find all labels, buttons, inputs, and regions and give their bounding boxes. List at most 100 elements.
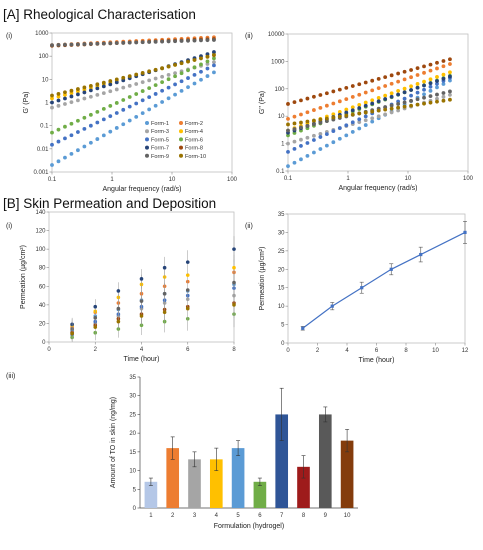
data-point xyxy=(50,142,54,147)
data-point xyxy=(318,135,323,139)
series-form-9 xyxy=(286,89,452,133)
data-point xyxy=(419,252,423,257)
data-point xyxy=(205,62,210,66)
data-point xyxy=(389,94,394,99)
data-point xyxy=(350,108,355,113)
data-point xyxy=(370,116,375,121)
data-point xyxy=(344,107,349,112)
data-point xyxy=(114,101,119,105)
data-point xyxy=(286,133,290,138)
data-point xyxy=(299,120,303,125)
x-tick-label: 8 xyxy=(232,347,236,353)
data-point xyxy=(160,39,165,44)
data-point xyxy=(199,38,203,43)
y-tick-label: 5 xyxy=(133,487,137,493)
x-tick-label: 6 xyxy=(258,513,262,519)
y-tick-label: 100 xyxy=(38,54,49,60)
data-point xyxy=(70,331,74,336)
data-point xyxy=(82,126,87,131)
data-point xyxy=(415,97,420,102)
data-point xyxy=(134,40,139,45)
bar-4 xyxy=(209,459,223,508)
chart-a-ii: 0.1 1 10 100 0.1 1 10 100 1000 10000 Angular frequ… xyxy=(259,32,474,192)
data-point xyxy=(199,62,203,67)
data-point xyxy=(63,102,67,106)
x-tick-label: 3 xyxy=(193,513,197,519)
data-point xyxy=(179,79,184,84)
data-point xyxy=(305,110,310,115)
data-point xyxy=(199,77,203,82)
data-point xyxy=(95,109,100,114)
data-point xyxy=(422,70,426,75)
data-point xyxy=(63,124,67,129)
y-tick-label: 0.1 xyxy=(276,169,285,175)
y-tick-label: 60 xyxy=(39,284,46,290)
data-point xyxy=(376,114,381,119)
data-point xyxy=(299,125,303,130)
data-point xyxy=(56,139,61,144)
y-tick-label: 25 xyxy=(278,249,285,255)
data-point xyxy=(166,96,171,101)
data-point xyxy=(363,114,368,119)
x-tick-label: 4 xyxy=(345,348,349,354)
data-point xyxy=(69,88,74,93)
data-point xyxy=(121,122,126,127)
x-tick-label: 2 xyxy=(316,348,320,354)
data-point xyxy=(312,133,316,138)
data-point xyxy=(205,59,210,64)
panel-label-a-ii: (ii) xyxy=(245,33,253,40)
data-point xyxy=(116,289,121,293)
x-tick-label: 4 xyxy=(140,347,144,353)
data-point xyxy=(108,114,113,119)
legend: Form-1 Form-2 Form-3 Form-4 Form-5 Form-6 Form… xyxy=(145,121,206,160)
data-point xyxy=(370,101,375,106)
data-point xyxy=(56,92,61,96)
data-point xyxy=(63,136,67,141)
data-point xyxy=(63,155,67,160)
data-point xyxy=(63,90,67,95)
data-point xyxy=(286,116,290,121)
data-point xyxy=(422,64,426,69)
data-point xyxy=(76,98,80,103)
data-point xyxy=(286,164,290,169)
bar-8 xyxy=(297,466,310,508)
x-tick-label: 100 xyxy=(463,176,474,182)
series-form-5 xyxy=(50,63,216,147)
data-point xyxy=(318,147,323,151)
data-point xyxy=(350,84,355,88)
data-point xyxy=(212,63,216,68)
data-point xyxy=(173,71,177,75)
data-point xyxy=(441,82,446,86)
x-tick-label: 2 xyxy=(171,513,175,519)
data-point xyxy=(409,93,413,98)
data-point xyxy=(357,106,362,110)
data-point xyxy=(192,58,197,62)
data-point xyxy=(402,90,407,95)
data-point xyxy=(409,75,413,80)
data-point xyxy=(50,163,54,167)
data-point xyxy=(350,130,355,134)
data-point xyxy=(370,78,375,83)
data-point xyxy=(292,146,297,151)
data-point xyxy=(134,114,139,119)
data-point xyxy=(95,93,100,97)
data-point xyxy=(376,99,381,104)
data-point xyxy=(383,75,388,80)
data-point xyxy=(88,112,93,117)
data-point xyxy=(56,43,61,47)
data-point xyxy=(428,88,433,93)
legend-entry: Form-1 xyxy=(151,121,169,127)
data-point xyxy=(185,260,190,264)
data-point xyxy=(232,265,236,270)
y-tick-label: 120 xyxy=(35,229,46,235)
data-point xyxy=(186,85,190,90)
data-point xyxy=(114,87,119,92)
data-point xyxy=(305,154,310,158)
data-point xyxy=(127,118,132,123)
y-tick-label: 10 xyxy=(278,114,285,120)
data-point xyxy=(299,144,303,148)
y-tick-label: 80 xyxy=(39,266,46,272)
data-point xyxy=(160,74,165,79)
data-point xyxy=(50,130,54,135)
series-form-6 xyxy=(286,73,452,138)
